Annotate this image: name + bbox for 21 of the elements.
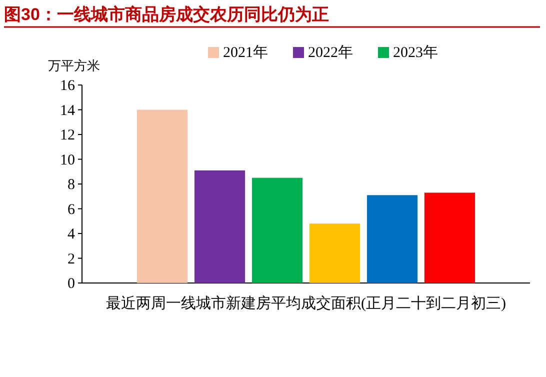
bar <box>194 170 246 283</box>
y-tick-label: 10 <box>60 152 75 168</box>
legend-label: 2023年 <box>393 44 438 61</box>
y-tick-label: 12 <box>60 128 75 144</box>
chart-title: 图30：一线城市商品房成交农历同比仍为正 <box>4 5 329 24</box>
y-tick-label: 6 <box>68 202 76 218</box>
legend-label: 2022年 <box>308 44 353 61</box>
y-tick-label: 0 <box>68 276 75 292</box>
y-tick-label: 4 <box>68 226 76 242</box>
y-axis-title: 万平方米 <box>48 58 100 73</box>
bar <box>252 178 303 283</box>
y-tick-label: 16 <box>60 78 76 94</box>
bar <box>424 192 476 283</box>
bar <box>136 110 188 283</box>
bar <box>309 224 360 283</box>
y-tick-label: 8 <box>68 177 75 193</box>
legend-label: 2021年 <box>223 44 268 61</box>
x-tick-label: 最近两周一线城市新建房平均成交面积(正月二十到二月初三) <box>106 295 506 312</box>
y-tick-label: 14 <box>60 102 76 119</box>
y-tick-label: 2 <box>68 251 75 268</box>
bar <box>366 195 418 283</box>
